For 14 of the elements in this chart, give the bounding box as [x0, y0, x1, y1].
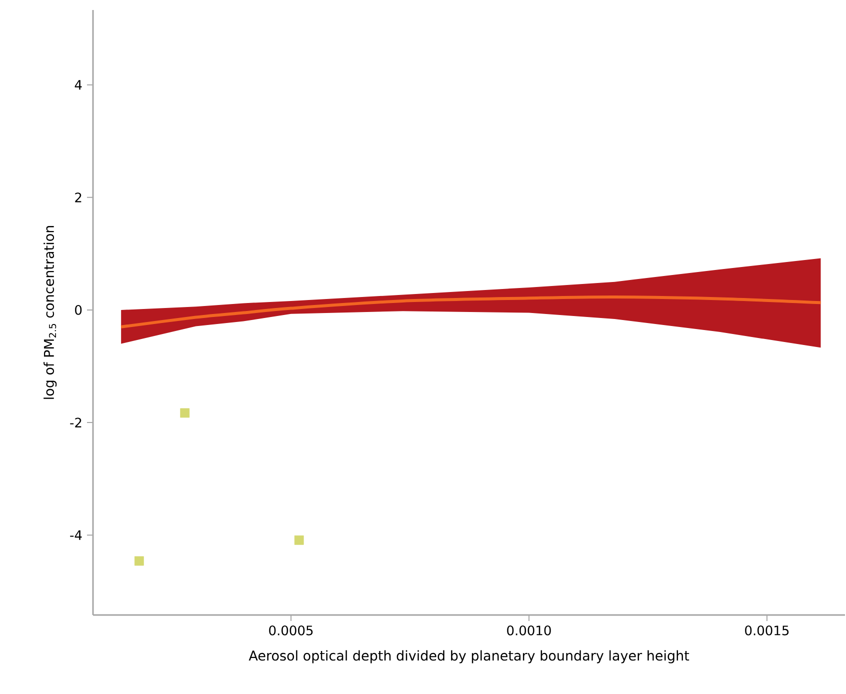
- y-tick-label: 4: [74, 80, 82, 90]
- point: [180, 408, 190, 418]
- y-tick-label: -2: [70, 418, 82, 428]
- y-axis-title: log of PM$_{2.5}$ concentration: [44, 226, 57, 399]
- line-series: [120, 296, 822, 328]
- x-axis-title: Aerosol optical depth divided by planetary boundary layer height: [248, 650, 690, 664]
- y-tick-label: 2: [75, 192, 82, 202]
- x-tick-label: 0.0005: [269, 626, 313, 636]
- point: [134, 556, 144, 566]
- x-tick-label: 0.0010: [507, 626, 551, 636]
- point: [294, 535, 304, 545]
- y-tick-label: -4: [70, 530, 82, 540]
- x-tick-label: 0.0015: [745, 626, 789, 636]
- y-tick-label: 0: [75, 305, 82, 315]
